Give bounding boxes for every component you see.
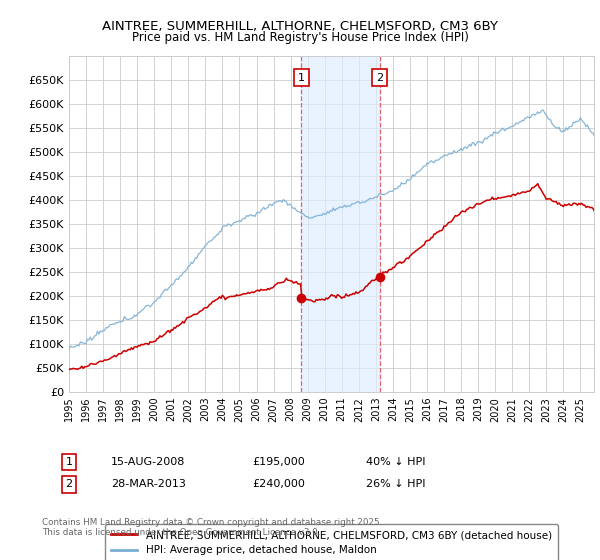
Bar <box>301 56 380 392</box>
Text: 2: 2 <box>376 73 383 83</box>
Text: £240,000: £240,000 <box>252 479 305 489</box>
Text: 2: 2 <box>65 479 73 489</box>
Text: 1: 1 <box>298 73 305 83</box>
Text: Price paid vs. HM Land Registry's House Price Index (HPI): Price paid vs. HM Land Registry's House … <box>131 31 469 44</box>
Text: 26% ↓ HPI: 26% ↓ HPI <box>366 479 425 489</box>
Text: 28-MAR-2013: 28-MAR-2013 <box>111 479 186 489</box>
Legend: AINTREE, SUMMERHILL, ALTHORNE, CHELMSFORD, CM3 6BY (detached house), HPI: Averag: AINTREE, SUMMERHILL, ALTHORNE, CHELMSFOR… <box>105 524 558 560</box>
Text: 15-AUG-2008: 15-AUG-2008 <box>111 457 185 467</box>
Text: AINTREE, SUMMERHILL, ALTHORNE, CHELMSFORD, CM3 6BY: AINTREE, SUMMERHILL, ALTHORNE, CHELMSFOR… <box>102 20 498 32</box>
Text: Contains HM Land Registry data © Crown copyright and database right 2025.
This d: Contains HM Land Registry data © Crown c… <box>42 518 382 538</box>
Text: 1: 1 <box>65 457 73 467</box>
Text: 40% ↓ HPI: 40% ↓ HPI <box>366 457 425 467</box>
Text: £195,000: £195,000 <box>252 457 305 467</box>
